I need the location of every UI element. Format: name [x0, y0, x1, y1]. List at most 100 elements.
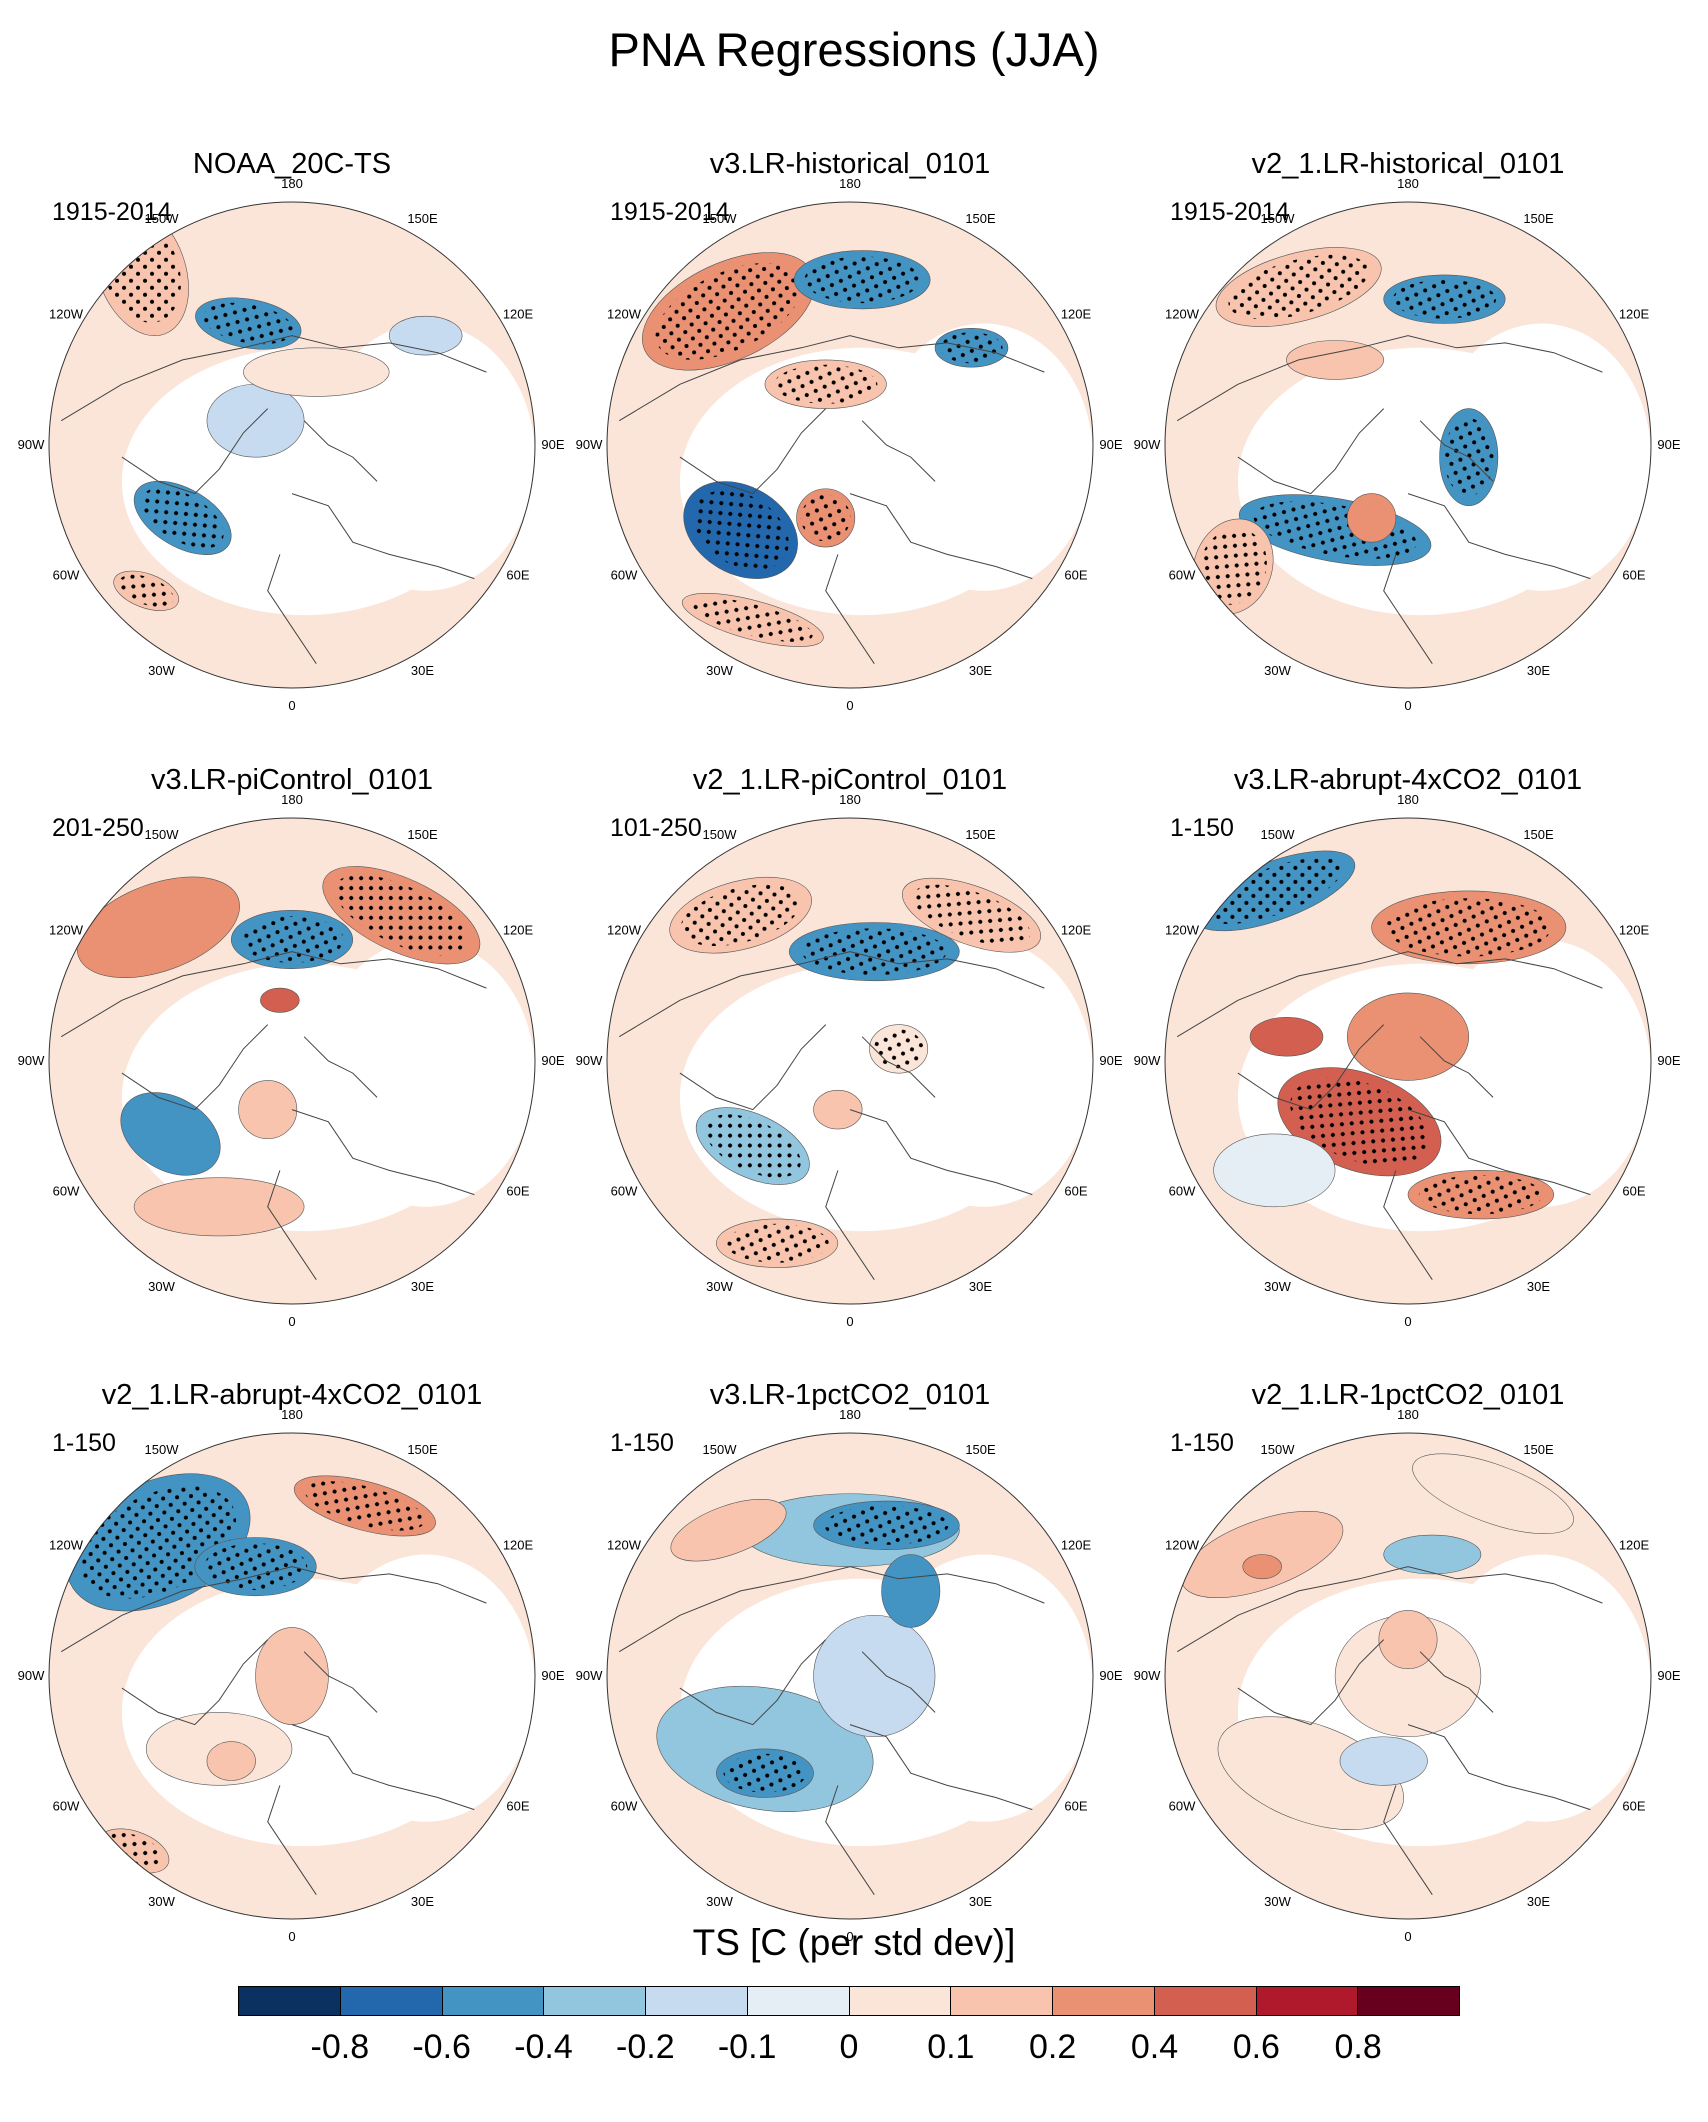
period-label: 1915-2014 [52, 198, 172, 226]
period-label: 201-250 [52, 814, 144, 842]
longitude-label: 150W [1261, 211, 1296, 226]
anomaly-region [813, 1089, 863, 1130]
period-label: 1-150 [1170, 814, 1234, 842]
longitude-label: 150E [1523, 1442, 1554, 1457]
polar-map: 180 150E 120E 90E 60E 30E 0 30W 60W 90W 120W 150W [576, 176, 1123, 713]
longitude-label: 30W [1264, 1279, 1291, 1294]
anomaly-region [813, 1614, 936, 1738]
map-border [1164, 1432, 1652, 1920]
longitude-label: 120W [607, 307, 642, 322]
longitude-label: 180 [839, 176, 861, 191]
period-label: 1915-2014 [610, 198, 730, 226]
significance-stipple [141, 487, 224, 549]
polar-map: 180 150E 120E 90E 60E 30E 0 30W 60W 90W 120W 150W [576, 792, 1123, 1329]
coastline [291, 1109, 475, 1196]
longitude-label: 0 [288, 698, 295, 713]
longitude-label: 150E [965, 827, 996, 842]
longitude-label: 120E [1061, 923, 1092, 938]
coastline [1176, 1566, 1603, 1653]
coastline [1383, 1170, 1433, 1280]
longitude-label: 30W [706, 663, 733, 678]
longitude-label: 30E [411, 1894, 434, 1909]
longitude-label: 90W [576, 1053, 603, 1068]
colorbar-swatch [849, 1987, 952, 2015]
colorbar-title: TS [C (per std dev)] [692, 1922, 1016, 1963]
longitude-label: 150E [965, 211, 996, 226]
longitude-label: 90W [576, 1668, 603, 1683]
coastline [825, 1170, 875, 1280]
polar-map: 180 150E 120E 90E 60E 30E 0 30W 60W 90W 120W 150W [1134, 1407, 1681, 1944]
coastline [1419, 420, 1494, 482]
longitude-label: 30W [706, 1894, 733, 1909]
coastline [303, 1651, 378, 1713]
longitude-label: 120E [503, 1538, 534, 1553]
panel-title: v2_1.LR-1pctCO2_0101 [1251, 1379, 1565, 1411]
longitude-label: 180 [839, 792, 861, 807]
colorbar-swatch [442, 1987, 545, 2015]
significance-stipple [912, 884, 1031, 946]
longitude-label: 60W [53, 1184, 80, 1199]
longitude-label: 90E [1099, 437, 1122, 452]
longitude-label: 30E [1527, 663, 1550, 678]
coastline [679, 1639, 827, 1726]
longitude-label: 120W [49, 923, 84, 938]
longitude-label: 30E [1527, 1894, 1550, 1909]
anomaly-region [388, 315, 463, 356]
land-mask [1432, 939, 1651, 1207]
colorbar-swatch [646, 1987, 748, 2015]
longitude-label: 150E [965, 1442, 996, 1457]
longitude-label: 0 [288, 1929, 295, 1944]
anomaly-region [1213, 1133, 1336, 1208]
significance-stipple [802, 928, 947, 975]
significance-stipple [1386, 898, 1552, 957]
significance-stipple [725, 1223, 829, 1263]
longitude-label: 30W [706, 1279, 733, 1294]
anomaly-region [1339, 1736, 1428, 1786]
longitude-label: 90W [1134, 1668, 1161, 1683]
longitude-label: 60E [1064, 1184, 1087, 1199]
longitude-label: 30W [148, 663, 175, 678]
panel-title: v3.LR-abrupt-4xCO2_0101 [1233, 764, 1583, 796]
coastline [849, 1109, 1033, 1196]
map-border [48, 1432, 536, 1920]
longitude-label: 30W [148, 1279, 175, 1294]
longitude-label: 30E [969, 1279, 992, 1294]
longitude-label: 0 [846, 698, 853, 713]
coastline [1383, 554, 1433, 664]
longitude-label: 60W [611, 1184, 638, 1199]
coastline [1176, 335, 1603, 422]
anomaly-region [238, 1080, 298, 1140]
longitude-label: 120W [607, 1538, 642, 1553]
significance-stipple [873, 1029, 924, 1069]
longitude-label: 60E [1622, 1184, 1645, 1199]
colorbar-tick-label: -0.2 [616, 2028, 675, 2066]
coastline [267, 554, 317, 664]
colorbar-swatch [747, 1987, 850, 2015]
significance-stipple [1418, 1175, 1543, 1215]
coastline [121, 408, 269, 495]
period-label: 1-150 [52, 1429, 116, 1457]
coastline [825, 554, 875, 664]
coastline [60, 1566, 487, 1653]
map-border [1164, 201, 1652, 689]
coastline [618, 335, 1045, 422]
panel-title: v2_1.LR-piControl_0101 [692, 764, 1008, 796]
colorbar-tick-label: -0.8 [310, 2028, 370, 2066]
coastline [618, 1566, 1045, 1653]
colorbar-tick-label: 0.1 [927, 2028, 975, 2066]
colorbar-swatch [1358, 1987, 1459, 2015]
colorbar-swatch [1053, 1987, 1155, 2015]
coastline [618, 951, 1045, 1038]
longitude-label: 120W [1165, 923, 1200, 938]
longitude-label: 90W [576, 437, 603, 452]
significance-stipple [692, 597, 813, 642]
longitude-label: 120E [1061, 1538, 1092, 1553]
coastline [849, 1724, 1033, 1811]
land-mask [316, 939, 535, 1207]
anomaly-region [206, 1741, 256, 1781]
longitude-label: 30E [969, 1894, 992, 1909]
anomaly-region [76, 876, 240, 979]
longitude-label: 120W [49, 1538, 84, 1553]
land-mask [1432, 1554, 1651, 1822]
colorbar-tick-label: 0.2 [1029, 2028, 1077, 2066]
